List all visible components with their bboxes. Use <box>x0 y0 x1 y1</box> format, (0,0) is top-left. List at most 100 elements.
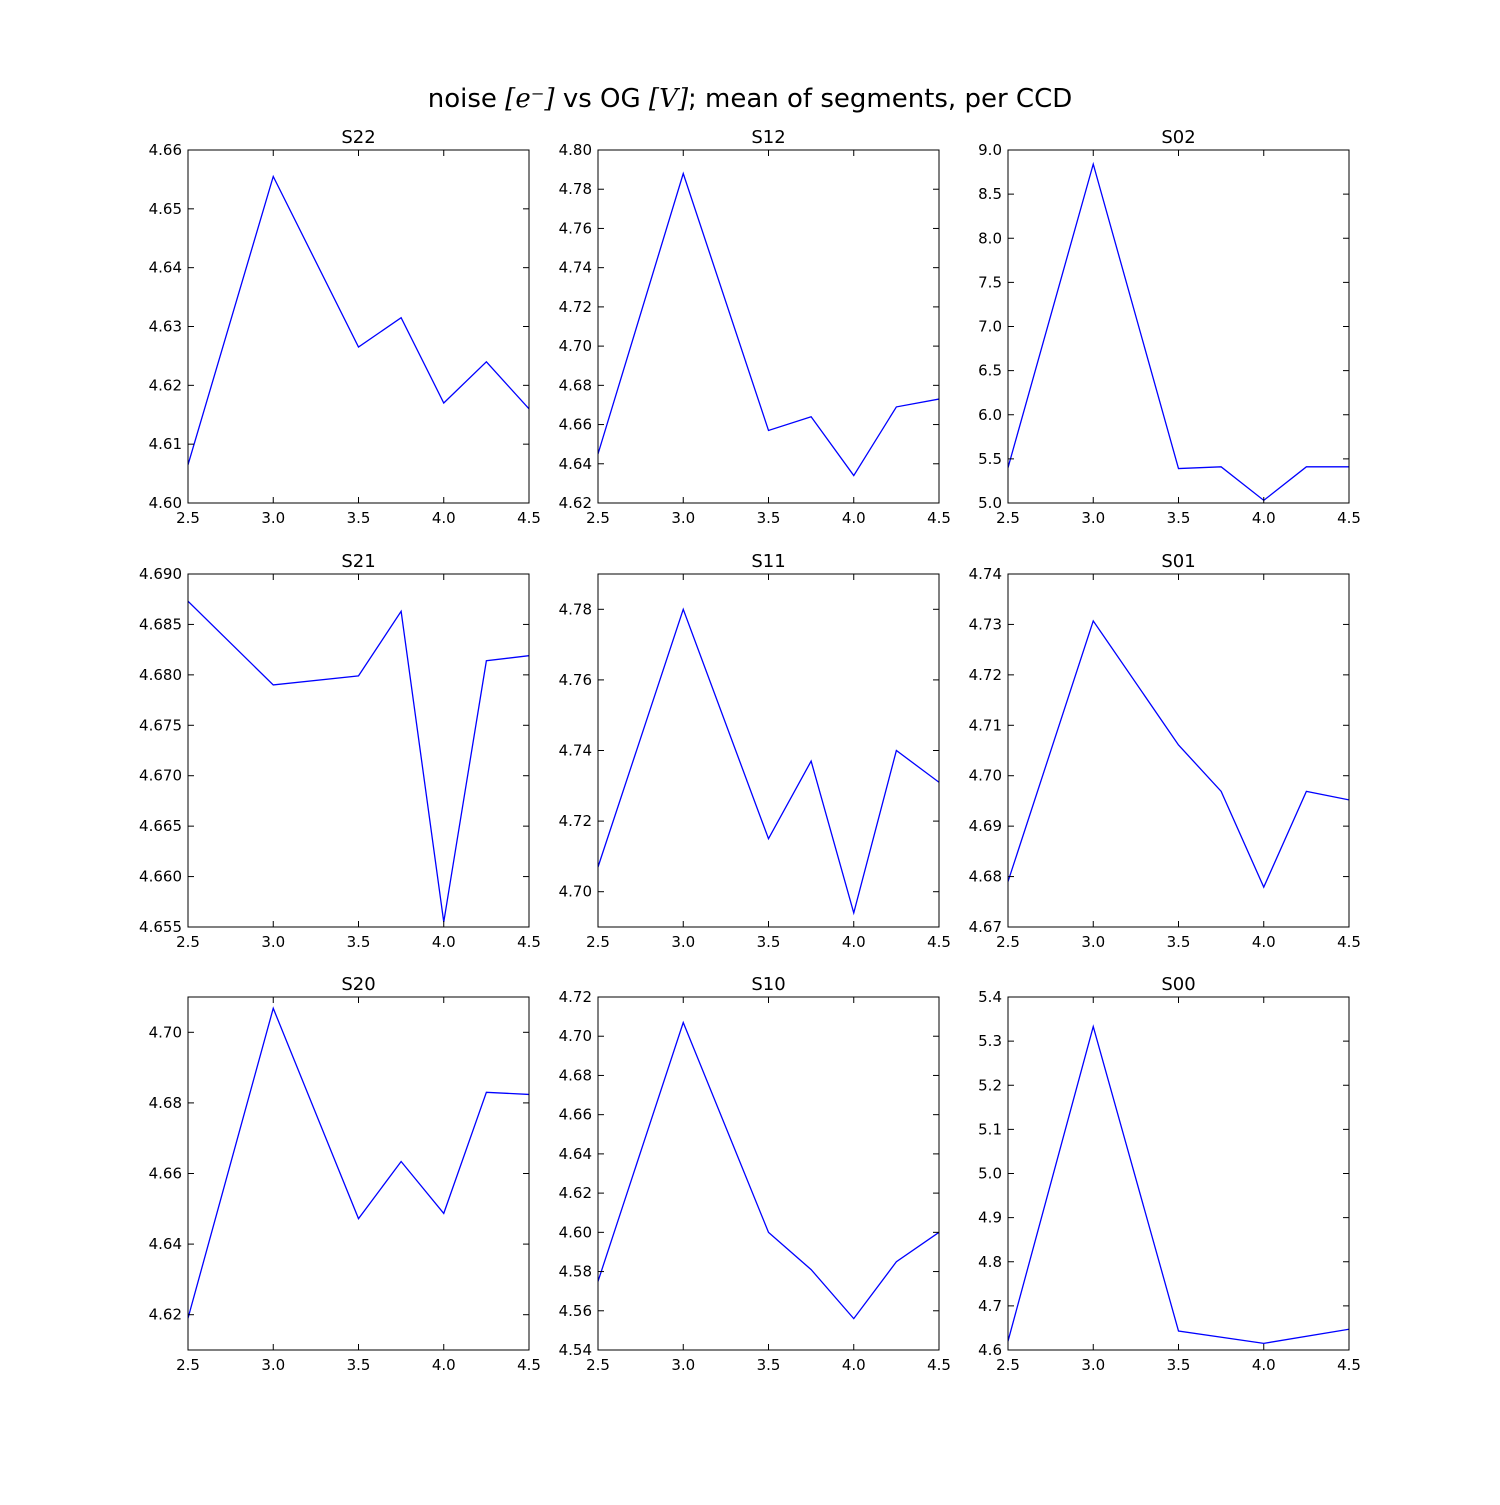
y-tick-label: 4.66 <box>149 1165 182 1183</box>
y-tick-label: 4.70 <box>149 1023 182 1041</box>
title-prefix: noise <box>427 84 506 114</box>
x-tick-label: 3.5 <box>347 933 371 951</box>
x-tick-label: 4.5 <box>517 1356 541 1374</box>
x-tick-label: 4.0 <box>842 1356 866 1374</box>
y-tick-label: 4.70 <box>969 767 1002 785</box>
y-tick-label: 4.54 <box>559 1341 592 1359</box>
x-tick-label: 4.5 <box>1337 933 1361 951</box>
x-tick-label: 2.5 <box>586 1356 610 1374</box>
x-tick-label: 4.5 <box>927 933 951 951</box>
title-middle: vs OG <box>554 84 649 114</box>
subplot-s12: 2.5 3.0 3.5 4.0 4.5 4.62 4.64 4.66 4.68 4.70 4.72 4… <box>559 127 951 527</box>
x-tick-label: 3.5 <box>757 509 781 527</box>
y-tick-label: 4.66 <box>559 1106 592 1124</box>
y-tick-label: 4.60 <box>149 494 182 512</box>
y-tick-label: 4.8 <box>978 1253 1002 1271</box>
y-tick-label: 4.680 <box>139 666 182 684</box>
y-tick-label: 4.64 <box>149 1235 182 1253</box>
y-tick-label: 7.5 <box>978 273 1002 291</box>
y-tick-label: 4.68 <box>969 868 1002 886</box>
y-tick-label: 4.660 <box>139 868 182 886</box>
y-tick-label: 5.1 <box>978 1120 1002 1138</box>
y-tick-label: 9.0 <box>978 141 1002 159</box>
x-tick-label: 2.5 <box>996 509 1020 527</box>
x-tick-label: 3.0 <box>671 1356 695 1374</box>
series-line <box>1008 161 1349 502</box>
y-tick-label: 4.61 <box>149 435 182 453</box>
y-tick-label: 4.62 <box>559 494 592 512</box>
subplot-title: S01 <box>1161 551 1195 572</box>
axes-frame <box>597 996 940 1351</box>
series-line <box>188 174 529 465</box>
x-tick-label: 3.0 <box>671 509 695 527</box>
y-tick-label: 4.685 <box>139 615 182 633</box>
y-tick-label: 4.62 <box>559 1184 592 1202</box>
y-tick-label: 4.74 <box>559 742 592 760</box>
y-tick-label: 4.69 <box>969 817 1002 835</box>
axes-frame <box>187 573 530 928</box>
x-tick-label: 4.0 <box>842 933 866 951</box>
y-tick-label: 4.72 <box>969 666 1002 684</box>
subplot-title: S21 <box>341 551 375 572</box>
y-tick-label: 4.73 <box>969 615 1002 633</box>
x-tick-label: 3.5 <box>1167 509 1191 527</box>
y-tick-label: 4.70 <box>559 337 592 355</box>
series-line <box>598 171 939 477</box>
y-tick-label: 4.6 <box>978 1341 1002 1359</box>
subplot-title: S11 <box>751 551 785 572</box>
y-tick-label: 8.0 <box>978 229 1002 247</box>
subplot-title: S10 <box>751 974 785 995</box>
series-line <box>1008 619 1349 889</box>
subplot-s11: 2.5 3.0 3.5 4.0 4.5 4.70 4.72 4.74 4.76 4.78 S11 <box>559 551 951 951</box>
axes-frame <box>597 573 940 928</box>
x-tick-label: 4.0 <box>432 1356 456 1374</box>
y-tick-label: 4.72 <box>559 988 592 1006</box>
y-tick-label: 4.66 <box>559 416 592 434</box>
x-tick-label: 2.5 <box>176 509 200 527</box>
subplot-title: S02 <box>1161 127 1195 148</box>
axes-frame <box>187 149 530 504</box>
y-tick-label: 5.2 <box>978 1076 1002 1094</box>
x-tick-label: 4.0 <box>432 933 456 951</box>
y-tick-label: 4.74 <box>559 259 592 277</box>
title-unit-electrons: [e⁻] <box>505 84 555 114</box>
y-tick-label: 4.78 <box>559 180 592 198</box>
x-tick-label: 4.0 <box>1252 1356 1276 1374</box>
subplot-s01: 2.5 3.0 3.5 4.0 4.5 4.67 4.68 4.69 4.70 4.71 4.72 4… <box>969 551 1361 951</box>
y-tick-label: 5.5 <box>978 450 1002 468</box>
title-unit-volts: [V] <box>648 84 688 114</box>
series-line <box>598 1020 939 1320</box>
x-tick-label: 3.0 <box>1081 933 1105 951</box>
y-tick-label: 4.68 <box>149 1094 182 1112</box>
figure-title: noise [e⁻] vs OG [V]; mean of segments, … <box>0 84 1500 124</box>
x-tick-label: 4.5 <box>1337 1356 1361 1374</box>
x-tick-label: 2.5 <box>586 509 610 527</box>
y-tick-label: 4.71 <box>969 716 1002 734</box>
x-tick-label: 3.0 <box>1081 509 1105 527</box>
y-tick-label: 5.4 <box>978 988 1002 1006</box>
series-line <box>188 1006 529 1319</box>
x-tick-label: 2.5 <box>586 933 610 951</box>
axes-frame <box>1007 149 1350 504</box>
y-tick-label: 4.66 <box>149 141 182 159</box>
subplot-title: S12 <box>751 127 785 148</box>
axes-frame <box>1007 996 1350 1351</box>
y-tick-label: 5.3 <box>978 1032 1002 1050</box>
y-tick-label: 4.65 <box>149 200 182 218</box>
x-tick-label: 4.0 <box>842 509 866 527</box>
x-tick-label: 3.0 <box>1081 1356 1105 1374</box>
series-line <box>1008 1024 1349 1345</box>
y-tick-label: 4.7 <box>978 1297 1002 1315</box>
subplot-s22: 2.5 3.0 3.5 4.0 4.5 4.60 4.61 4.62 4.63 4.64 4.65 4… <box>149 127 541 527</box>
x-tick-label: 2.5 <box>996 1356 1020 1374</box>
subplot-s21: 2.5 3.0 3.5 4.0 4.5 4.655 4.660 4.665 4.670 4.675… <box>139 551 541 951</box>
y-tick-label: 4.58 <box>559 1263 592 1281</box>
y-tick-label: 6.5 <box>978 362 1002 380</box>
subplot-s10: 2.5 3.0 3.5 4.0 4.5 4.54 4.56 4.58 4.60 4.62 4.64 4… <box>559 974 951 1374</box>
x-tick-label: 4.0 <box>432 509 456 527</box>
x-tick-label: 2.5 <box>996 933 1020 951</box>
y-tick-label: 4.68 <box>559 1066 592 1084</box>
y-tick-label: 4.72 <box>559 298 592 316</box>
